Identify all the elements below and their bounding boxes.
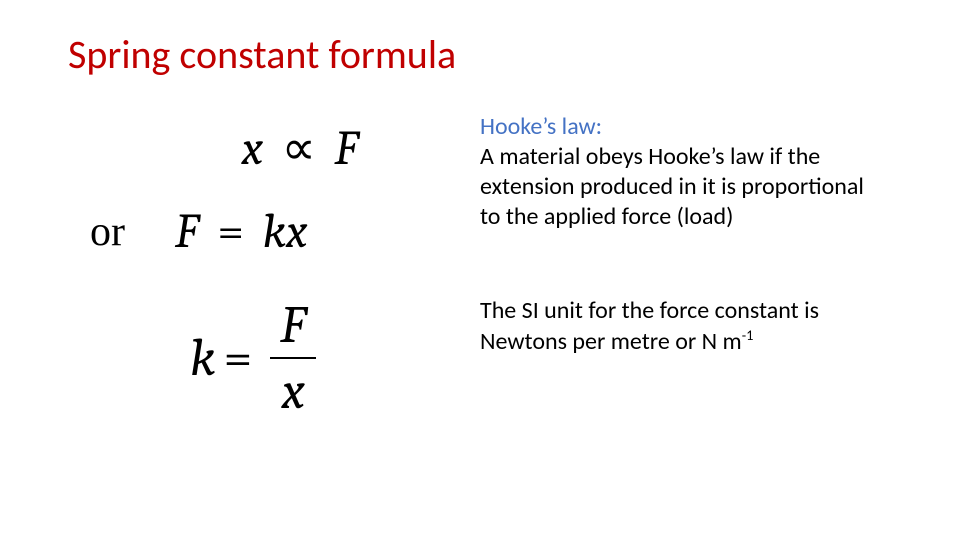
fraction-denominator: x (272, 359, 315, 421)
slide: Spring constant formula x ∝ F or F = kx … (0, 0, 960, 540)
or-label: or (90, 208, 125, 256)
eq1-lhs: x (242, 121, 263, 176)
eq1-rhs: F (334, 121, 358, 176)
text-column: Hooke’s law: A material obeys Hooke’s la… (480, 112, 880, 357)
proportional-symbol: ∝ (274, 121, 324, 176)
equation-force-row: or F = kx (90, 204, 450, 259)
page-title: Spring constant formula (68, 30, 456, 79)
eq3-lhs: k (190, 328, 215, 388)
hookes-law-title: Hooke’s law: (480, 112, 880, 142)
si-prefix: The SI unit for the force constant is Ne… (480, 296, 819, 356)
equals-symbol: = (209, 204, 252, 259)
si-unit-text: The SI unit for the force constant is Ne… (480, 296, 880, 357)
equation-force: F = kx (175, 204, 307, 259)
fraction: F x (270, 295, 316, 421)
hookes-law-body: A material obeys Hooke’s law if the exte… (480, 142, 880, 232)
eq2-lhs: F (175, 204, 199, 259)
fraction-numerator: F (270, 295, 316, 357)
eq2-rhs: kx (263, 204, 308, 259)
equation-spring-constant: k = F x (190, 295, 316, 421)
si-exponent: -1 (742, 326, 754, 344)
equation-proportional: x ∝ F (150, 120, 450, 176)
equals-symbol-2: = (215, 328, 260, 388)
formula-area: x ∝ F or F = kx k = F x (90, 120, 450, 421)
